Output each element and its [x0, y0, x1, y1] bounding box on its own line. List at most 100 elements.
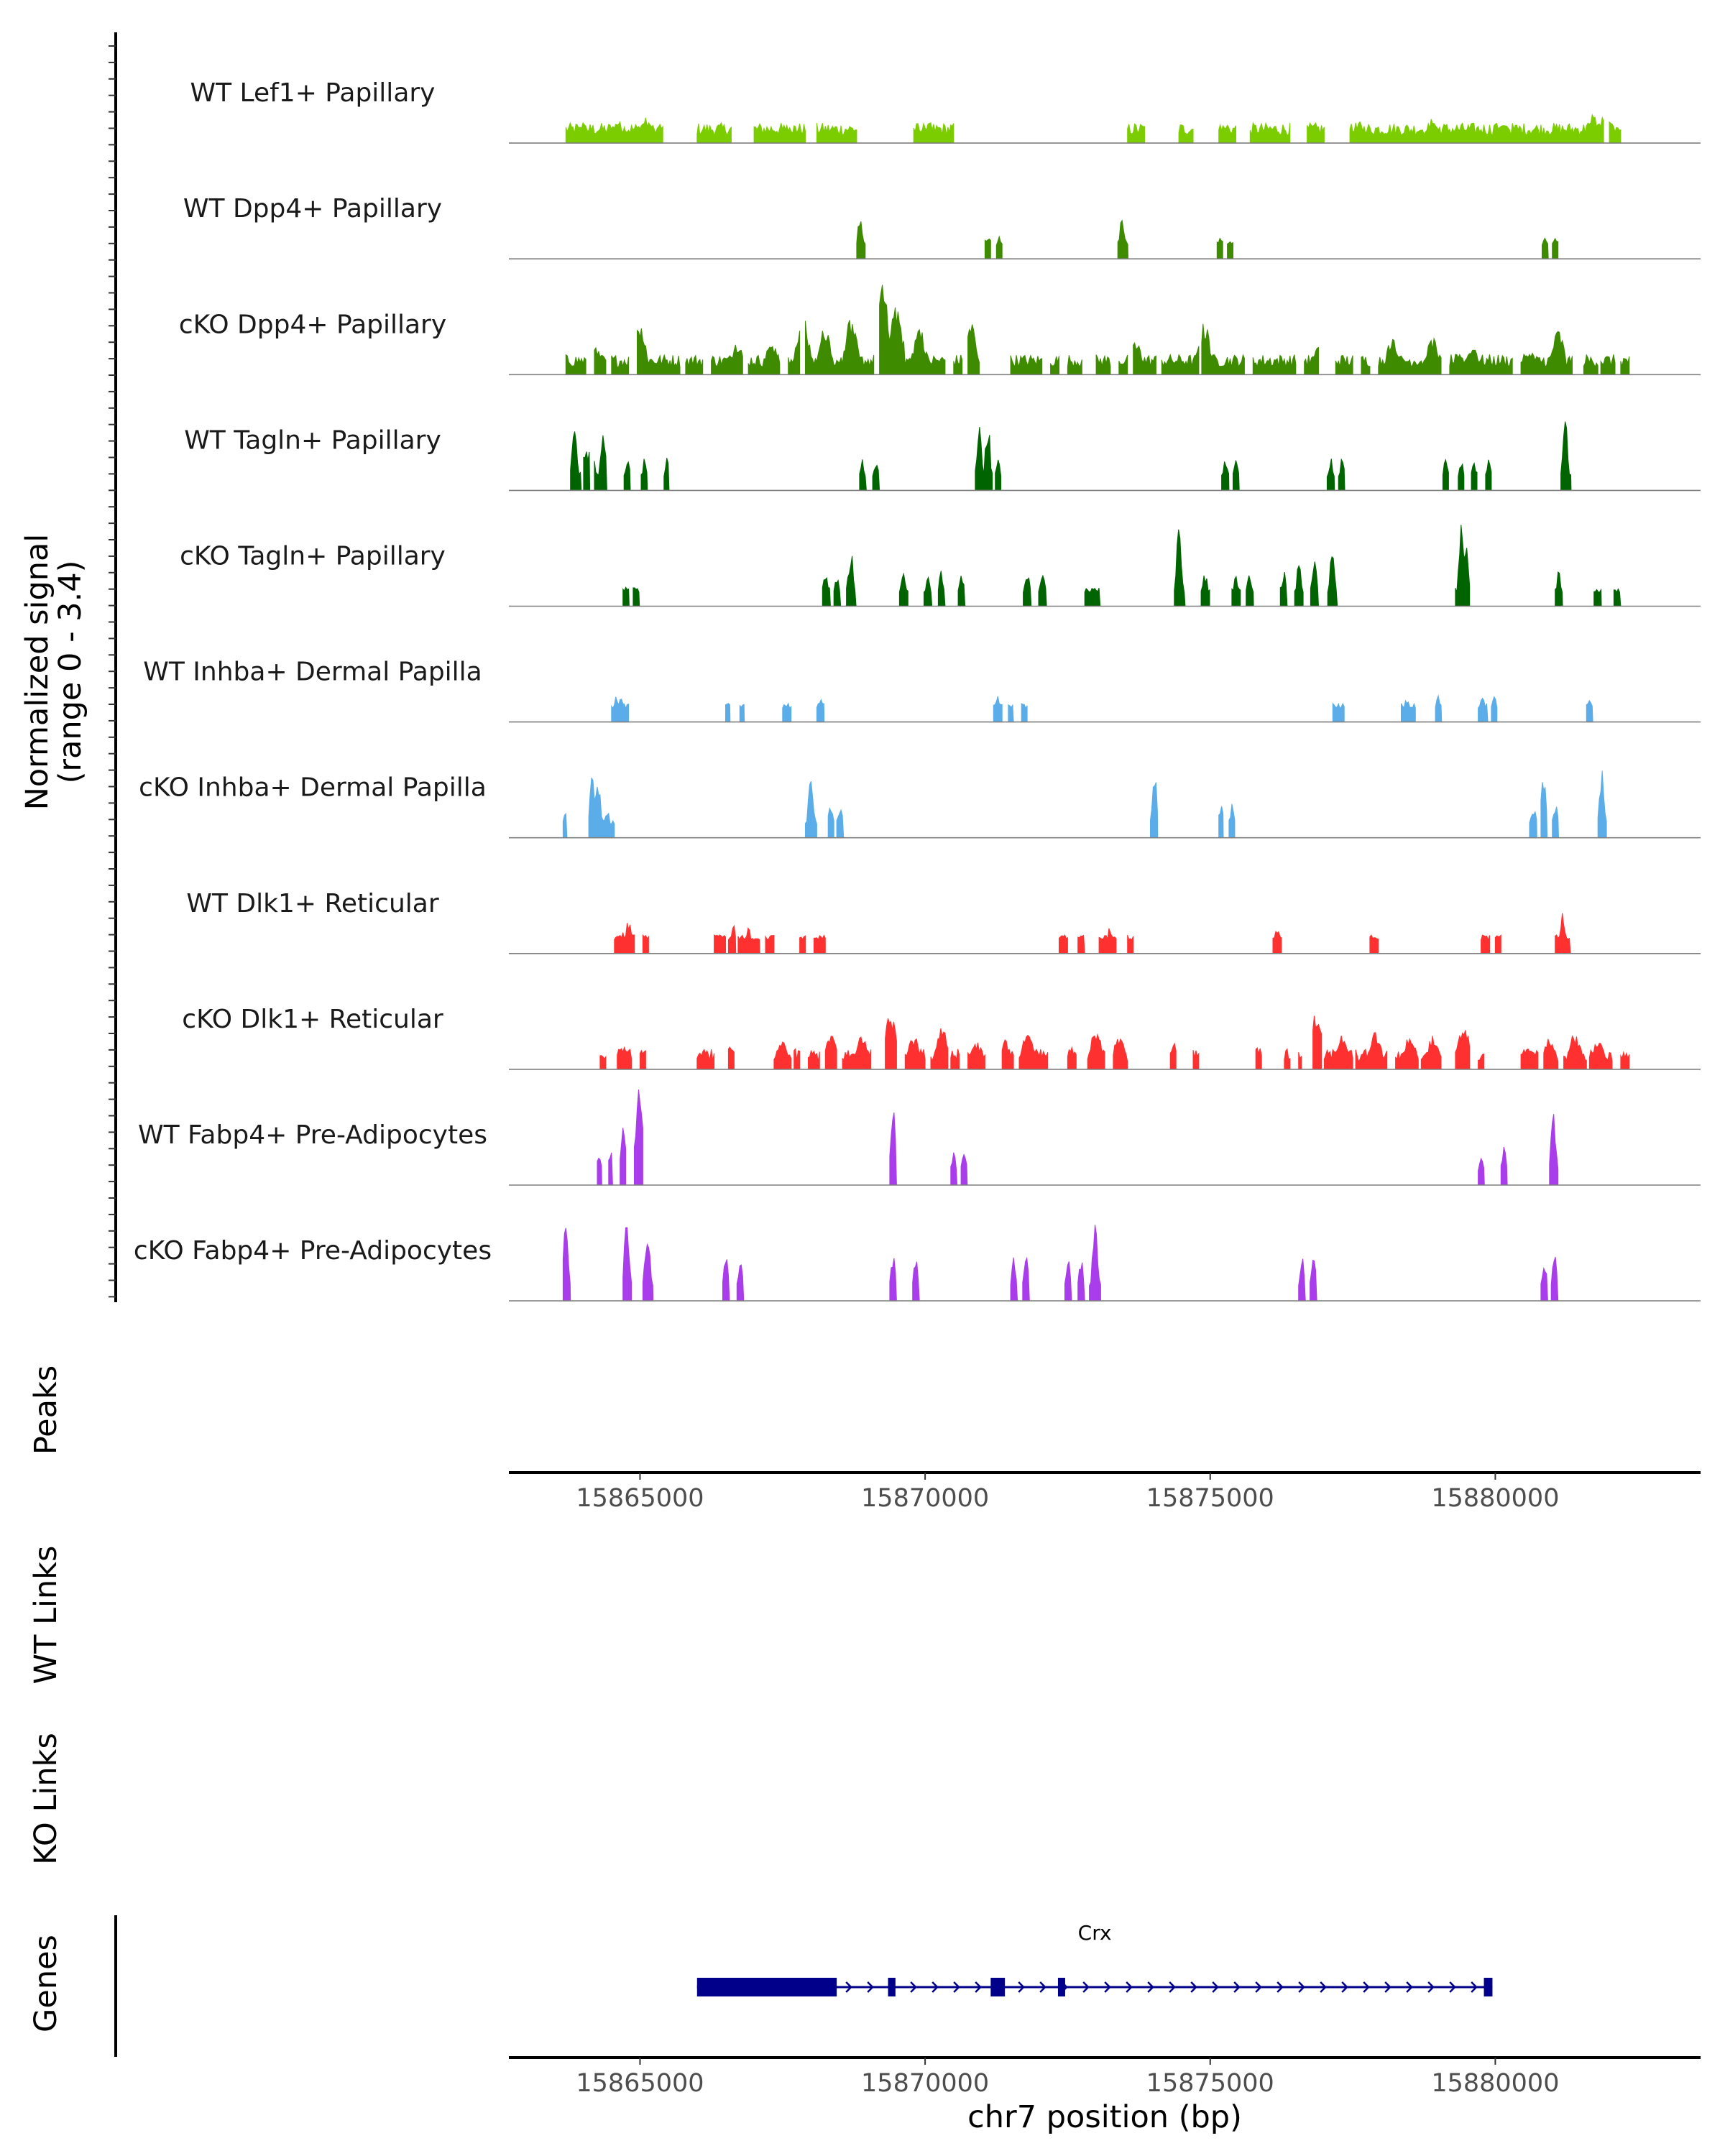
- coverage-area: [570, 431, 582, 491]
- coverage-area: [1542, 237, 1549, 259]
- coverage-area: [583, 451, 591, 491]
- coverage-area: [842, 1036, 872, 1070]
- strand-arrow: [1212, 1981, 1219, 1993]
- coverage-area: [1095, 354, 1111, 375]
- coverage-area: [1485, 459, 1492, 491]
- coverage-area: [1201, 323, 1245, 375]
- coverage-area: [1008, 704, 1014, 723]
- coverage-area: [1118, 354, 1128, 375]
- coverage-area: [1113, 1038, 1128, 1070]
- coverage-area: [640, 459, 648, 491]
- y-axis-title: Normalized signal (range 0 - 3.4): [19, 534, 88, 811]
- coverage-area: [1455, 1030, 1471, 1070]
- coverage-area: [1200, 575, 1210, 607]
- coverage-area: [1067, 355, 1082, 375]
- coverage-area: [1583, 354, 1598, 375]
- coverage-area: [950, 1152, 958, 1186]
- coverage-area: [1089, 1225, 1101, 1302]
- coverage-area: [960, 1153, 968, 1186]
- coverage-area: [1552, 237, 1559, 259]
- coverage-area: [1021, 703, 1028, 723]
- coverage-area: [1294, 564, 1304, 607]
- coverage-area: [1018, 1035, 1049, 1070]
- coverage-area: [1312, 1015, 1322, 1070]
- coverage-area: [1458, 463, 1465, 491]
- coverage-area: [967, 1042, 985, 1070]
- coverage-area: [1298, 1258, 1306, 1302]
- coverage-area: [1455, 525, 1471, 607]
- track-label: cKO Fabp4+ Pre-Adipocytes: [134, 1236, 492, 1266]
- coverage-area: [889, 1112, 897, 1186]
- coverage-area: [725, 703, 731, 723]
- coverage-area: [1327, 556, 1338, 607]
- coverage-area: [1178, 124, 1194, 144]
- coverage-area: [714, 934, 726, 954]
- track-7: cKO Inhba+ Dermal Papilla: [139, 770, 1701, 839]
- track-6: WT Inhba+ Dermal Papilla: [143, 658, 1701, 723]
- coverage-area: [967, 324, 980, 375]
- strand-arrow: [953, 1981, 960, 1993]
- coverage-area: [1349, 114, 1604, 144]
- strand-arrow: [1320, 1981, 1327, 1993]
- track-label: WT Inhba+ Dermal Papilla: [143, 658, 482, 687]
- coverage-area: [1478, 1053, 1484, 1070]
- track-label: cKO Dpp4+ Papillary: [179, 310, 446, 339]
- coverage-area: [1549, 1114, 1559, 1186]
- track-label: cKO Inhba+ Dermal Papilla: [139, 773, 487, 803]
- coverage-area: [1420, 1036, 1442, 1070]
- coverage-area: [611, 696, 630, 723]
- coverage-tracks: WT Lef1+ Papillary WT Dpp4+ Papillary cKO …: [134, 78, 1701, 1302]
- coverage-area: [1127, 934, 1134, 954]
- coverage-area: [632, 587, 640, 607]
- coverage-area: [846, 556, 857, 607]
- coverage-area: [1255, 1046, 1262, 1070]
- coverage-area: [889, 1258, 897, 1302]
- coverage-area: [950, 1049, 960, 1070]
- coverage-area: [1227, 241, 1233, 259]
- coverage-area: [953, 354, 963, 375]
- coverage-area: [993, 696, 1003, 723]
- coverage-area: [594, 346, 607, 375]
- coverage-area: [722, 1259, 730, 1302]
- coverage-area: [685, 354, 704, 375]
- coverage-area: [696, 121, 732, 144]
- coverage-area: [1338, 458, 1346, 491]
- coverage-area: [1233, 460, 1240, 491]
- coverage-area: [1613, 588, 1622, 607]
- coverage-area: [1221, 461, 1230, 491]
- peaks-panel-label: Peaks: [28, 1365, 64, 1455]
- strand-arrow: [1169, 1981, 1176, 1993]
- coverage-area: [1361, 356, 1371, 375]
- coverage-area: [782, 702, 792, 723]
- coverage-area: [898, 572, 908, 607]
- coverage-area: [872, 464, 880, 491]
- strand-arrow: [1427, 1981, 1435, 1993]
- coverage-area: [1127, 123, 1145, 144]
- track-11: cKO Fabp4+ Pre-Adipocytes: [134, 1225, 1701, 1302]
- strand-arrow: [845, 1981, 852, 1993]
- coverage-area: [1284, 1048, 1291, 1070]
- strand-arrow: [1018, 1981, 1025, 1993]
- strand-arrow: [1471, 1981, 1478, 1993]
- coverage-area: [1304, 346, 1319, 375]
- coverage-area: [1600, 354, 1616, 375]
- coverage-area: [1279, 572, 1288, 607]
- coverage-area: [904, 1038, 926, 1070]
- coverage-area: [1218, 123, 1236, 144]
- coverage-area: [1246, 575, 1254, 607]
- coverage-area: [727, 924, 737, 954]
- gene-name-label: Crx: [1078, 1921, 1112, 1945]
- coverage-area: [588, 777, 615, 839]
- coverage-area: [1174, 529, 1186, 607]
- strand-arrow: [1082, 1981, 1090, 1993]
- strand-arrow: [932, 1981, 939, 1993]
- coverage-area: [1555, 913, 1571, 954]
- coverage-area: [879, 285, 946, 375]
- coverage-area: [1481, 934, 1490, 954]
- x-tick-label: 15880000: [1431, 2069, 1559, 2098]
- track-3: cKO Dpp4+ Papillary: [179, 285, 1701, 376]
- coverage-area: [1161, 346, 1200, 375]
- x-axis-title: chr7 position (bp): [967, 2099, 1242, 2135]
- wt-links-panel-label: WT Links: [28, 1546, 64, 1685]
- strand-arrow: [1384, 1981, 1392, 1993]
